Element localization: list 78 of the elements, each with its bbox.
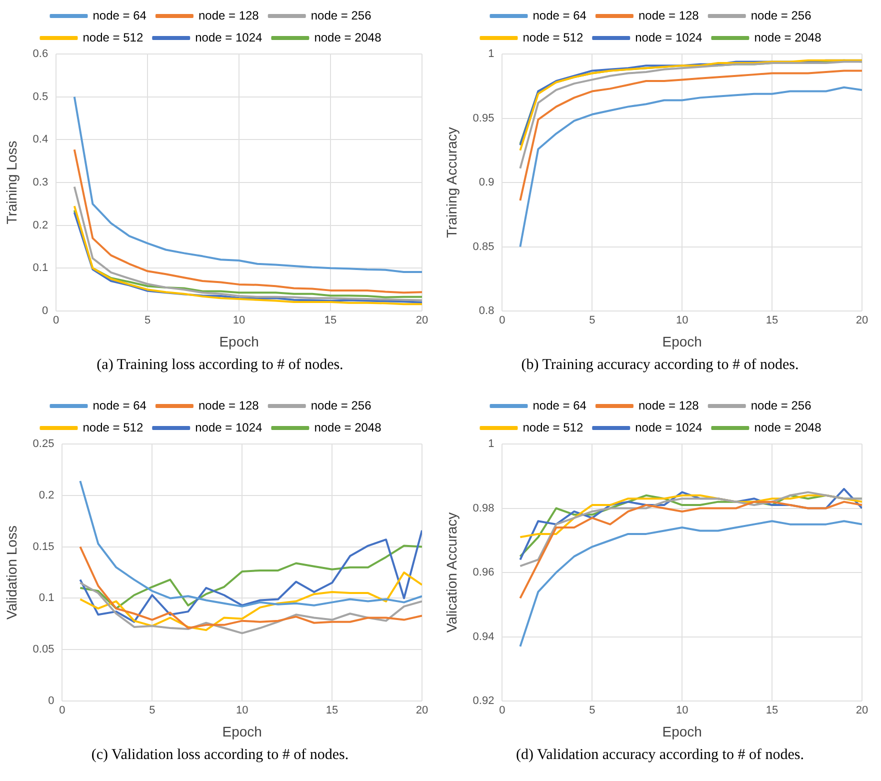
x-tick-label: 0 <box>499 314 506 327</box>
x-axis-title: Epoch <box>662 333 702 350</box>
y-tick-label: 0.05 <box>32 644 54 656</box>
x-tick-label: 5 <box>589 314 596 327</box>
x-tick-label: 15 <box>324 314 337 327</box>
x-axis-title: Epoch <box>219 333 259 350</box>
y-tick-label: 0.15 <box>32 540 54 553</box>
x-tick-label: 15 <box>766 704 778 717</box>
legend-label: node = 2048 <box>314 30 382 44</box>
y-tick-label: 0 <box>48 695 54 708</box>
legend-label: node = 128 <box>198 8 260 22</box>
legend-label: node = 64 <box>92 8 147 22</box>
x-tick-label: 20 <box>856 314 868 327</box>
y-axis-title: Valication Accuracy <box>443 512 460 633</box>
legend-label: node = 1024 <box>195 420 263 434</box>
x-axis-title: Epoch <box>222 723 262 740</box>
x-tick-label: 20 <box>856 704 868 717</box>
legend-label: node = 512 <box>82 30 144 44</box>
y-tick-label: 0.25 <box>32 438 54 450</box>
y-tick-label: 1 <box>488 48 494 60</box>
x-tick-label: 20 <box>416 704 428 717</box>
x-tick-label: 10 <box>676 704 688 717</box>
legend-label: node = 512 <box>522 30 584 44</box>
y-tick-label: 0 <box>42 305 48 318</box>
legend-label: node = 128 <box>638 8 700 22</box>
legend-label: node = 256 <box>310 398 372 412</box>
x-tick-label: 5 <box>149 704 156 717</box>
y-tick-label: 0.5 <box>32 90 48 103</box>
x-tick-label: 5 <box>144 314 151 327</box>
y-tick-label: 0.92 <box>472 695 494 708</box>
y-tick-label: 0.96 <box>472 566 494 579</box>
y-tick-label: 0.98 <box>472 502 494 514</box>
x-tick-label: 5 <box>589 704 596 717</box>
legend-label: node = 2048 <box>754 30 822 44</box>
y-tick-label: 0.2 <box>38 489 54 502</box>
legend-label: node = 1024 <box>635 420 703 434</box>
x-axis-title: Epoch <box>662 723 702 740</box>
x-tick-label: 0 <box>59 704 66 717</box>
legend-label: node = 128 <box>638 398 700 412</box>
y-tick-label: 0.2 <box>32 219 48 232</box>
y-axis-title: Training Loss <box>3 140 20 224</box>
legend-label: node = 256 <box>310 8 372 22</box>
y-tick-label: 1 <box>488 438 494 450</box>
legend-label: node = 64 <box>532 8 587 22</box>
y-tick-label: 0.1 <box>32 262 48 274</box>
y-tick-label: 0.9 <box>478 176 494 189</box>
x-tick-label: 15 <box>766 314 778 327</box>
text: (d) Validation accuracy according to # of nodes. <box>515 747 805 764</box>
legend-label: node = 256 <box>750 8 812 22</box>
y-tick-label: 0.94 <box>472 630 494 643</box>
x-tick-label: 10 <box>232 314 246 327</box>
y-tick-label: 0.85 <box>472 240 494 253</box>
text: (c) Validation loss according to # of nodes. <box>90 747 350 764</box>
legend-label: node = 64 <box>532 398 587 412</box>
legend-label: node = 512 <box>82 420 144 434</box>
x-tick-label: 15 <box>326 704 338 717</box>
y-axis-title: Training Accuracy <box>443 127 460 238</box>
y-tick-label: 0.95 <box>472 112 494 124</box>
x-tick-label: 0 <box>499 704 506 717</box>
y-tick-label: 0.6 <box>32 48 48 60</box>
x-tick-label: 10 <box>236 704 248 717</box>
y-tick-label: 0.4 <box>32 134 48 146</box>
x-tick-label: 10 <box>676 314 688 327</box>
text: (a) Training loss according to # of nodes. <box>96 357 344 374</box>
y-axis-title: Validation Loss <box>3 526 20 620</box>
legend-label: node = 128 <box>198 398 260 412</box>
x-tick-label: 20 <box>416 314 428 327</box>
legend-label: node = 2048 <box>754 420 822 434</box>
legend-label: node = 1024 <box>195 30 263 44</box>
legend-label: node = 2048 <box>314 420 382 434</box>
legend-label: node = 1024 <box>635 30 703 44</box>
legend-label: node = 512 <box>522 420 584 434</box>
text: (b) Training accuracy according to # of nodes. <box>520 357 800 374</box>
y-tick-label: 0.8 <box>478 305 494 318</box>
y-tick-label: 0.1 <box>38 592 54 604</box>
y-tick-label: 0.3 <box>32 176 48 189</box>
legend-label: node = 64 <box>92 398 147 412</box>
legend-label: node = 256 <box>750 398 812 412</box>
